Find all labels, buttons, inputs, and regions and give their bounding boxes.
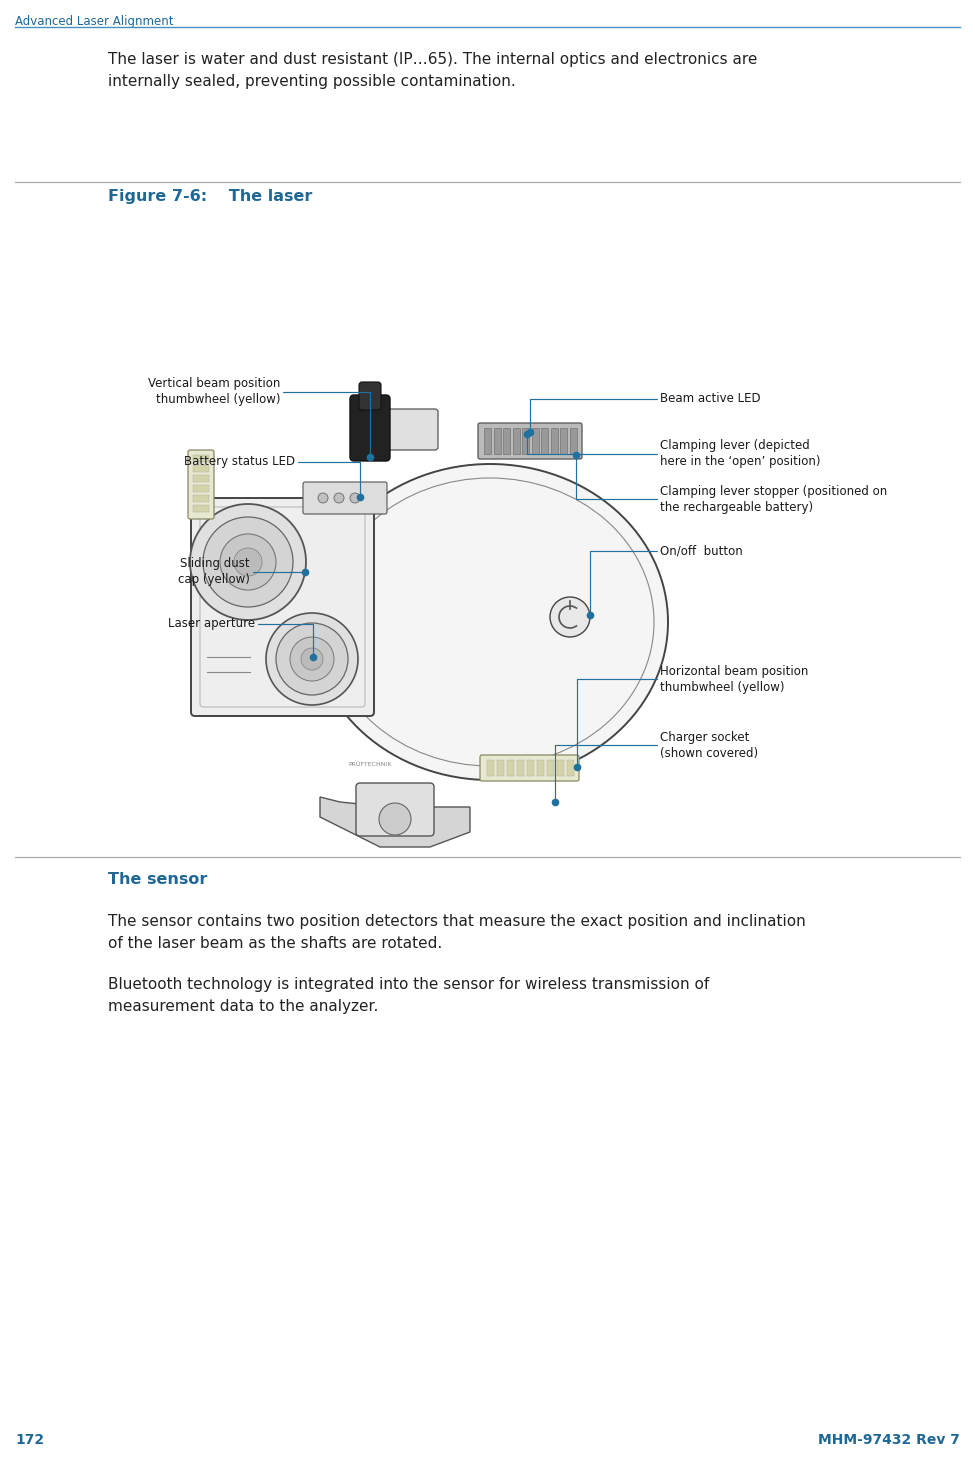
Bar: [193, 475, 209, 483]
Circle shape: [301, 648, 323, 670]
PathPatch shape: [320, 797, 470, 846]
FancyBboxPatch shape: [357, 409, 438, 450]
Circle shape: [266, 613, 358, 706]
Bar: [547, 760, 554, 776]
Circle shape: [276, 623, 348, 695]
FancyBboxPatch shape: [188, 450, 214, 519]
FancyBboxPatch shape: [359, 381, 381, 409]
Text: Sliding dust
cap (yellow): Sliding dust cap (yellow): [178, 557, 250, 587]
Bar: [557, 760, 564, 776]
Bar: [531, 428, 538, 453]
Bar: [503, 428, 510, 453]
Bar: [560, 428, 567, 453]
Text: PRÜFTECHNIK: PRÜFTECHNIK: [348, 761, 392, 766]
Bar: [193, 505, 209, 512]
Bar: [193, 494, 209, 502]
Bar: [193, 465, 209, 472]
Text: MHM-97432 Rev 7: MHM-97432 Rev 7: [818, 1433, 960, 1446]
Circle shape: [290, 637, 334, 681]
Text: 172: 172: [15, 1433, 44, 1446]
Bar: [537, 760, 544, 776]
Bar: [551, 428, 558, 453]
Bar: [193, 455, 209, 462]
Text: Beam active LED: Beam active LED: [660, 393, 760, 405]
Text: The laser is water and dust resistant (IP…65). The internal optics and electroni: The laser is water and dust resistant (I…: [108, 51, 758, 88]
Text: Vertical beam position
thumbwheel (yellow): Vertical beam position thumbwheel (yello…: [147, 377, 280, 406]
Circle shape: [318, 493, 328, 503]
Text: On/off  button: On/off button: [660, 544, 743, 557]
Circle shape: [203, 516, 293, 607]
Bar: [493, 428, 500, 453]
Text: Advanced Laser Alignment: Advanced Laser Alignment: [15, 15, 174, 28]
Bar: [541, 428, 548, 453]
Bar: [569, 428, 576, 453]
Bar: [193, 486, 209, 491]
Circle shape: [350, 493, 360, 503]
Text: The sensor: The sensor: [108, 871, 208, 888]
Bar: [517, 760, 524, 776]
Circle shape: [550, 597, 590, 637]
Text: Battery status LED: Battery status LED: [184, 455, 295, 468]
Text: Charger socket
(shown covered): Charger socket (shown covered): [660, 731, 759, 760]
Text: The sensor contains two position detectors that measure the exact position and i: The sensor contains two position detecto…: [108, 914, 805, 951]
FancyBboxPatch shape: [478, 422, 582, 459]
FancyBboxPatch shape: [350, 395, 390, 461]
Bar: [487, 760, 494, 776]
Circle shape: [234, 549, 262, 577]
Bar: [527, 760, 534, 776]
Circle shape: [220, 534, 276, 590]
Circle shape: [334, 493, 344, 503]
FancyBboxPatch shape: [303, 483, 387, 513]
Text: Laser aperture: Laser aperture: [168, 618, 255, 631]
Bar: [513, 428, 520, 453]
Bar: [522, 428, 529, 453]
Circle shape: [379, 802, 411, 835]
Bar: [497, 760, 504, 776]
FancyBboxPatch shape: [356, 783, 434, 836]
FancyBboxPatch shape: [191, 497, 374, 716]
Ellipse shape: [312, 464, 668, 780]
Bar: [507, 760, 514, 776]
Bar: [567, 760, 574, 776]
Text: Horizontal beam position
thumbwheel (yellow): Horizontal beam position thumbwheel (yel…: [660, 665, 808, 694]
Bar: [484, 428, 491, 453]
Text: Figure 7-6:  The laser: Figure 7-6: The laser: [108, 189, 312, 204]
Text: Bluetooth technology is integrated into the sensor for wireless transmission of
: Bluetooth technology is integrated into …: [108, 977, 709, 1014]
Circle shape: [190, 505, 306, 621]
Text: Clamping lever stopper (positioned on
the rechargeable battery): Clamping lever stopper (positioned on th…: [660, 484, 887, 513]
Text: Clamping lever (depicted
here in the ‘open’ position): Clamping lever (depicted here in the ‘op…: [660, 440, 821, 468]
FancyBboxPatch shape: [480, 756, 579, 780]
